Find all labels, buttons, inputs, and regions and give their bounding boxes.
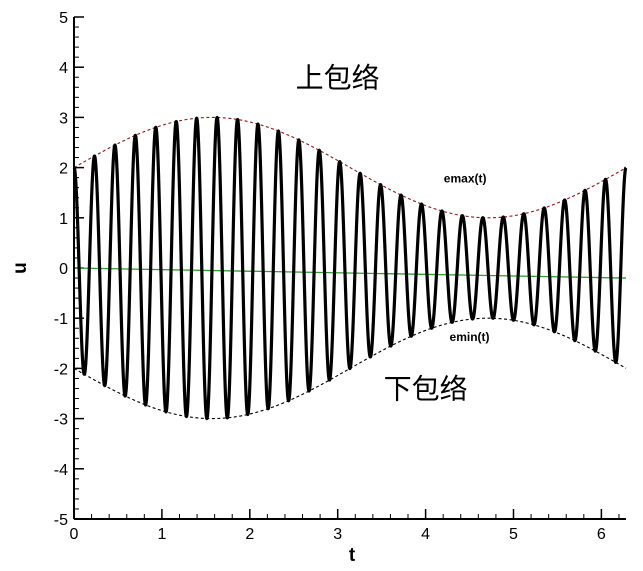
x-tick-label: 2: [245, 526, 254, 543]
annotation-emax: emax(t): [444, 172, 487, 186]
annotation-upper-envelope: 上包络: [296, 61, 380, 94]
x-tick-labels: 0 1 2 3 4 5 6: [70, 526, 606, 543]
y-tick-label: 4: [59, 60, 68, 77]
y-tick-label: 2: [59, 161, 68, 178]
x-axis-title: t: [349, 545, 356, 566]
y-tick-label: -4: [54, 462, 68, 479]
y-tick-label: -2: [54, 361, 68, 378]
signal-line: [72, 115, 628, 421]
x-tick-label: 6: [597, 526, 606, 543]
annotation-emin: emin(t): [450, 330, 490, 344]
y-tick-label: 1: [59, 211, 68, 228]
x-tick-label: 5: [509, 526, 518, 543]
y-tick-label: 3: [59, 110, 68, 127]
mean-line: [73, 267, 627, 279]
x-tick-label: 3: [333, 526, 342, 543]
upper-envelope-line: [73, 116, 627, 219]
y-tick-label: -5: [54, 512, 68, 529]
annotation-lower-envelope: 下包络: [384, 373, 468, 406]
x-tick-label: 0: [70, 526, 79, 543]
y-axis-title: u: [10, 262, 31, 274]
series-layer: [72, 115, 628, 421]
y-tick-labels: -5 -4 -3 -2 -1 0 1 2 3 4 5: [54, 10, 68, 529]
y-tick-label: 0: [59, 261, 68, 278]
y-tick-label: 5: [59, 10, 68, 27]
y-tick-label: -1: [54, 311, 68, 328]
axes-lines: [73, 17, 626, 520]
x-tick-label: 4: [421, 526, 430, 543]
y-tick-label: -3: [54, 412, 68, 429]
x-tick-label: 1: [157, 526, 166, 543]
